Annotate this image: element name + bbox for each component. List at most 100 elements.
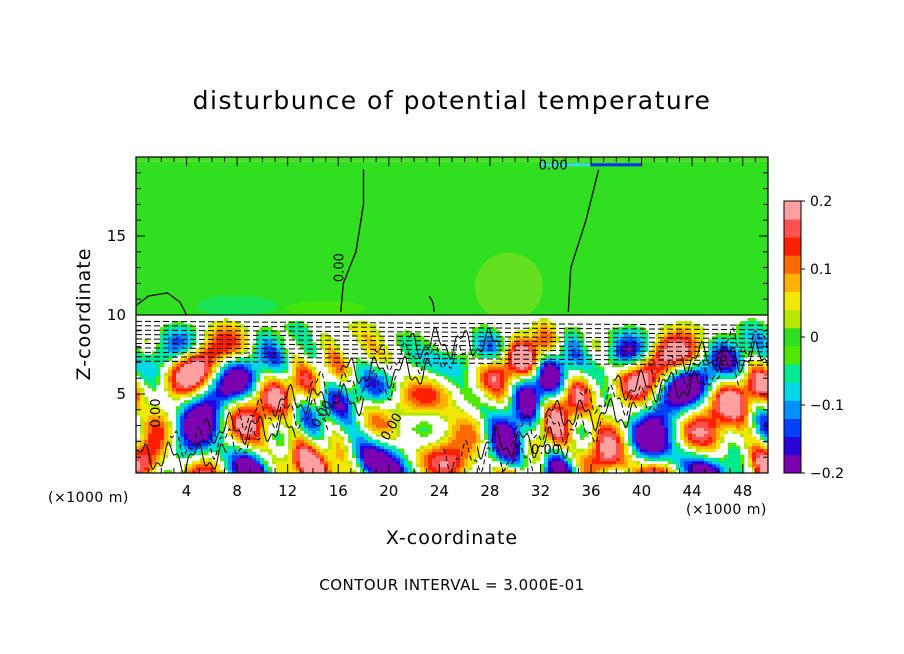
field-cell [368,463,373,468]
field-cell [204,439,209,444]
field-cell [628,339,633,343]
field-cell [276,469,281,473]
field-cell [288,403,293,407]
field-cell [488,384,493,389]
field-cell [184,363,189,368]
field-cell [644,430,649,434]
field-cell [296,463,301,468]
field-cell [160,351,165,355]
field-cell [528,390,533,395]
field-cell [192,406,197,410]
field-cell [332,354,337,358]
field-cell [208,394,213,398]
field-cell [556,406,561,410]
field-cell [448,375,453,380]
field-cell [644,342,649,346]
field-cell [600,454,605,459]
field-cell [484,427,489,431]
field-cell [568,336,573,340]
field-cell [424,360,429,365]
field-cell [444,409,449,413]
field-cell [480,381,485,386]
field-cell [644,406,649,410]
field-cell [532,415,537,419]
field-cell [460,418,465,422]
field-cell [276,369,281,374]
field-cell [460,366,465,371]
field-cell [272,381,277,386]
field-cell [448,400,453,404]
field-cell [528,406,533,410]
field-cell [556,372,561,377]
field-cell [424,430,429,434]
field-cell [560,415,565,419]
field-cell [452,439,457,444]
field-cell [516,448,521,453]
field-cell [548,372,553,377]
field-cell [528,357,533,361]
field-cell [656,469,661,473]
field-cell [152,375,157,380]
field-cell [488,354,493,358]
field-cell [608,360,613,365]
field-cell [280,348,285,352]
field-cell [340,427,345,431]
field-cell [208,330,213,334]
field-cell [232,339,237,343]
field-cell [344,357,349,361]
field-cell [260,415,265,419]
field-cell [516,381,521,386]
field-cell [292,427,297,431]
field-cell [212,424,217,428]
field-cell [632,463,637,468]
field-cell [652,409,657,413]
field-cell [444,394,449,398]
field-cell [476,345,481,349]
field-cell [316,433,321,437]
field-cell [356,372,361,377]
field-cell [200,378,205,383]
field-cell [288,327,293,331]
field-cell [184,394,189,398]
field-cell [408,406,413,410]
field-cell [188,430,193,434]
field-cell [204,469,209,473]
field-cell [548,384,553,389]
field-cell [524,351,529,355]
field-cell [296,469,301,473]
field-cell [312,433,317,437]
field-cell [528,445,533,450]
field-cell [312,397,317,401]
field-cell [608,427,613,431]
field-cell [300,369,305,374]
field-cell [452,433,457,437]
field-cell [380,442,385,447]
field-cell [520,384,525,389]
field-cell [512,424,517,428]
field-cell [372,427,377,431]
field-cell [372,469,377,473]
field-cell [364,345,369,349]
field-cell [272,378,277,383]
field-cell [180,433,185,437]
field-cell [568,463,573,468]
field-cell [136,357,141,361]
field-cell [428,351,433,355]
field-cell [180,339,185,343]
field-cell [544,418,549,422]
field-cell [560,351,565,355]
field-cell [360,339,365,343]
field-cell [176,336,181,340]
field-cell [160,436,165,440]
field-cell [284,457,289,462]
field-cell [376,430,381,434]
field-cell [668,457,673,462]
field-cell [300,457,305,462]
field-cell [324,342,329,346]
field-cell [568,421,573,425]
field-cell [632,342,637,346]
field-cell [220,375,225,380]
field-cell [664,345,669,349]
field-cell [660,424,665,428]
field-cell [556,424,561,428]
